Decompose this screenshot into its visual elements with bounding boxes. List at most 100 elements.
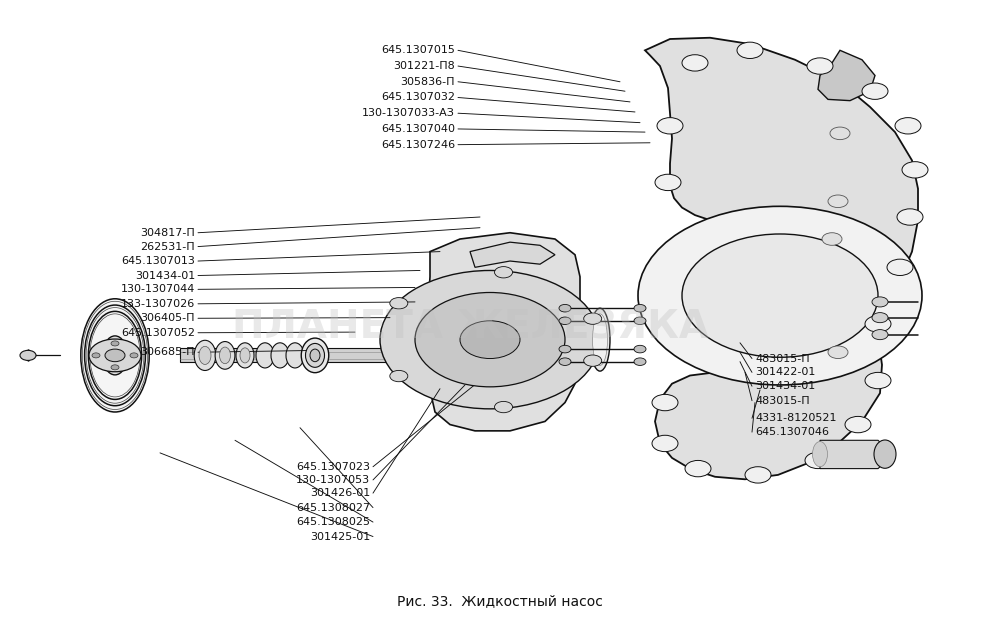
Circle shape	[634, 358, 646, 365]
Circle shape	[902, 162, 928, 178]
Circle shape	[865, 372, 891, 389]
Text: ПЛАНЕТА ЖЕЛЕЗЯКА: ПЛАНЕТА ЖЕЛЕЗЯКА	[232, 308, 708, 346]
Circle shape	[634, 345, 646, 353]
Text: 130-1307053: 130-1307053	[296, 475, 370, 485]
Circle shape	[495, 401, 513, 413]
Text: 645.1307013: 645.1307013	[121, 256, 195, 266]
Text: 262531-П: 262531-П	[140, 242, 195, 252]
Circle shape	[895, 118, 921, 134]
Circle shape	[897, 209, 923, 225]
Text: 304817-П: 304817-П	[140, 228, 195, 238]
Polygon shape	[820, 440, 885, 469]
Ellipse shape	[812, 442, 828, 467]
Text: 483015-П: 483015-П	[755, 353, 810, 364]
Text: 130-1307033-АЗ: 130-1307033-АЗ	[362, 108, 455, 118]
Circle shape	[460, 321, 520, 359]
Ellipse shape	[310, 349, 320, 362]
Circle shape	[20, 350, 36, 360]
Circle shape	[652, 394, 678, 411]
Text: 301221-П8: 301221-П8	[393, 61, 455, 71]
Text: Рис. 33.  Жидкостный насос: Рис. 33. Жидкостный насос	[397, 594, 603, 608]
Circle shape	[89, 339, 141, 372]
Circle shape	[828, 346, 848, 359]
Polygon shape	[818, 50, 875, 101]
Text: 645.1308025: 645.1308025	[296, 517, 370, 527]
Polygon shape	[180, 348, 500, 362]
Circle shape	[415, 292, 565, 387]
Circle shape	[865, 316, 891, 332]
Circle shape	[559, 304, 571, 312]
Ellipse shape	[271, 343, 289, 368]
Circle shape	[822, 233, 842, 245]
Circle shape	[559, 358, 571, 365]
Text: 4331-8120521: 4331-8120521	[755, 413, 836, 423]
Circle shape	[682, 234, 878, 357]
Circle shape	[745, 467, 771, 483]
Circle shape	[130, 353, 138, 358]
Circle shape	[495, 267, 513, 278]
Text: 645.1308027: 645.1308027	[296, 503, 370, 513]
Circle shape	[657, 118, 683, 134]
Polygon shape	[470, 242, 555, 267]
Circle shape	[634, 317, 646, 325]
Ellipse shape	[240, 348, 250, 363]
Circle shape	[685, 460, 711, 477]
Ellipse shape	[85, 305, 145, 406]
Circle shape	[638, 206, 922, 385]
Text: 301425-01: 301425-01	[310, 532, 370, 542]
Circle shape	[845, 416, 871, 433]
Circle shape	[634, 304, 646, 312]
Text: 301434-01: 301434-01	[135, 270, 195, 281]
Circle shape	[872, 313, 888, 323]
Circle shape	[887, 259, 913, 276]
Circle shape	[805, 452, 831, 469]
Ellipse shape	[306, 343, 324, 367]
Circle shape	[559, 345, 571, 353]
Circle shape	[559, 317, 571, 325]
Circle shape	[807, 58, 833, 74]
Circle shape	[390, 298, 408, 309]
Text: 130-1307044: 130-1307044	[121, 284, 195, 294]
Circle shape	[111, 365, 119, 370]
Text: 645.1307015: 645.1307015	[381, 45, 455, 55]
Text: 301426-01: 301426-01	[310, 488, 370, 498]
Text: 645.1307052: 645.1307052	[121, 328, 195, 338]
Ellipse shape	[220, 347, 230, 364]
Circle shape	[872, 297, 888, 307]
Text: 483015-П: 483015-П	[755, 396, 810, 406]
Circle shape	[862, 83, 888, 99]
Ellipse shape	[301, 338, 329, 372]
Circle shape	[92, 353, 100, 358]
Text: 306685-П: 306685-П	[140, 347, 195, 357]
Text: 645.1307032: 645.1307032	[381, 92, 455, 103]
Text: 645.1307023: 645.1307023	[296, 462, 370, 472]
Ellipse shape	[215, 342, 235, 369]
Circle shape	[390, 370, 408, 382]
Circle shape	[584, 313, 602, 325]
Text: 645.1307040: 645.1307040	[381, 124, 455, 134]
Ellipse shape	[199, 347, 211, 364]
Ellipse shape	[592, 314, 608, 365]
Ellipse shape	[81, 299, 149, 412]
Circle shape	[380, 270, 600, 409]
Text: 305836-П: 305836-П	[400, 77, 455, 87]
Text: 645.1307246: 645.1307246	[381, 140, 455, 150]
Circle shape	[682, 55, 708, 71]
Circle shape	[655, 174, 681, 191]
Circle shape	[105, 349, 125, 362]
Text: 306405-П: 306405-П	[140, 313, 195, 323]
Circle shape	[828, 195, 848, 208]
Circle shape	[652, 435, 678, 452]
Circle shape	[584, 355, 602, 366]
Ellipse shape	[194, 340, 216, 370]
Circle shape	[830, 127, 850, 140]
Ellipse shape	[874, 440, 896, 468]
Circle shape	[111, 341, 119, 346]
Ellipse shape	[236, 343, 254, 368]
Text: 301434-01: 301434-01	[755, 381, 815, 391]
Ellipse shape	[88, 311, 142, 399]
Circle shape	[737, 42, 763, 58]
Text: 645.1307046: 645.1307046	[755, 427, 829, 437]
Circle shape	[872, 330, 888, 340]
Ellipse shape	[286, 343, 304, 368]
